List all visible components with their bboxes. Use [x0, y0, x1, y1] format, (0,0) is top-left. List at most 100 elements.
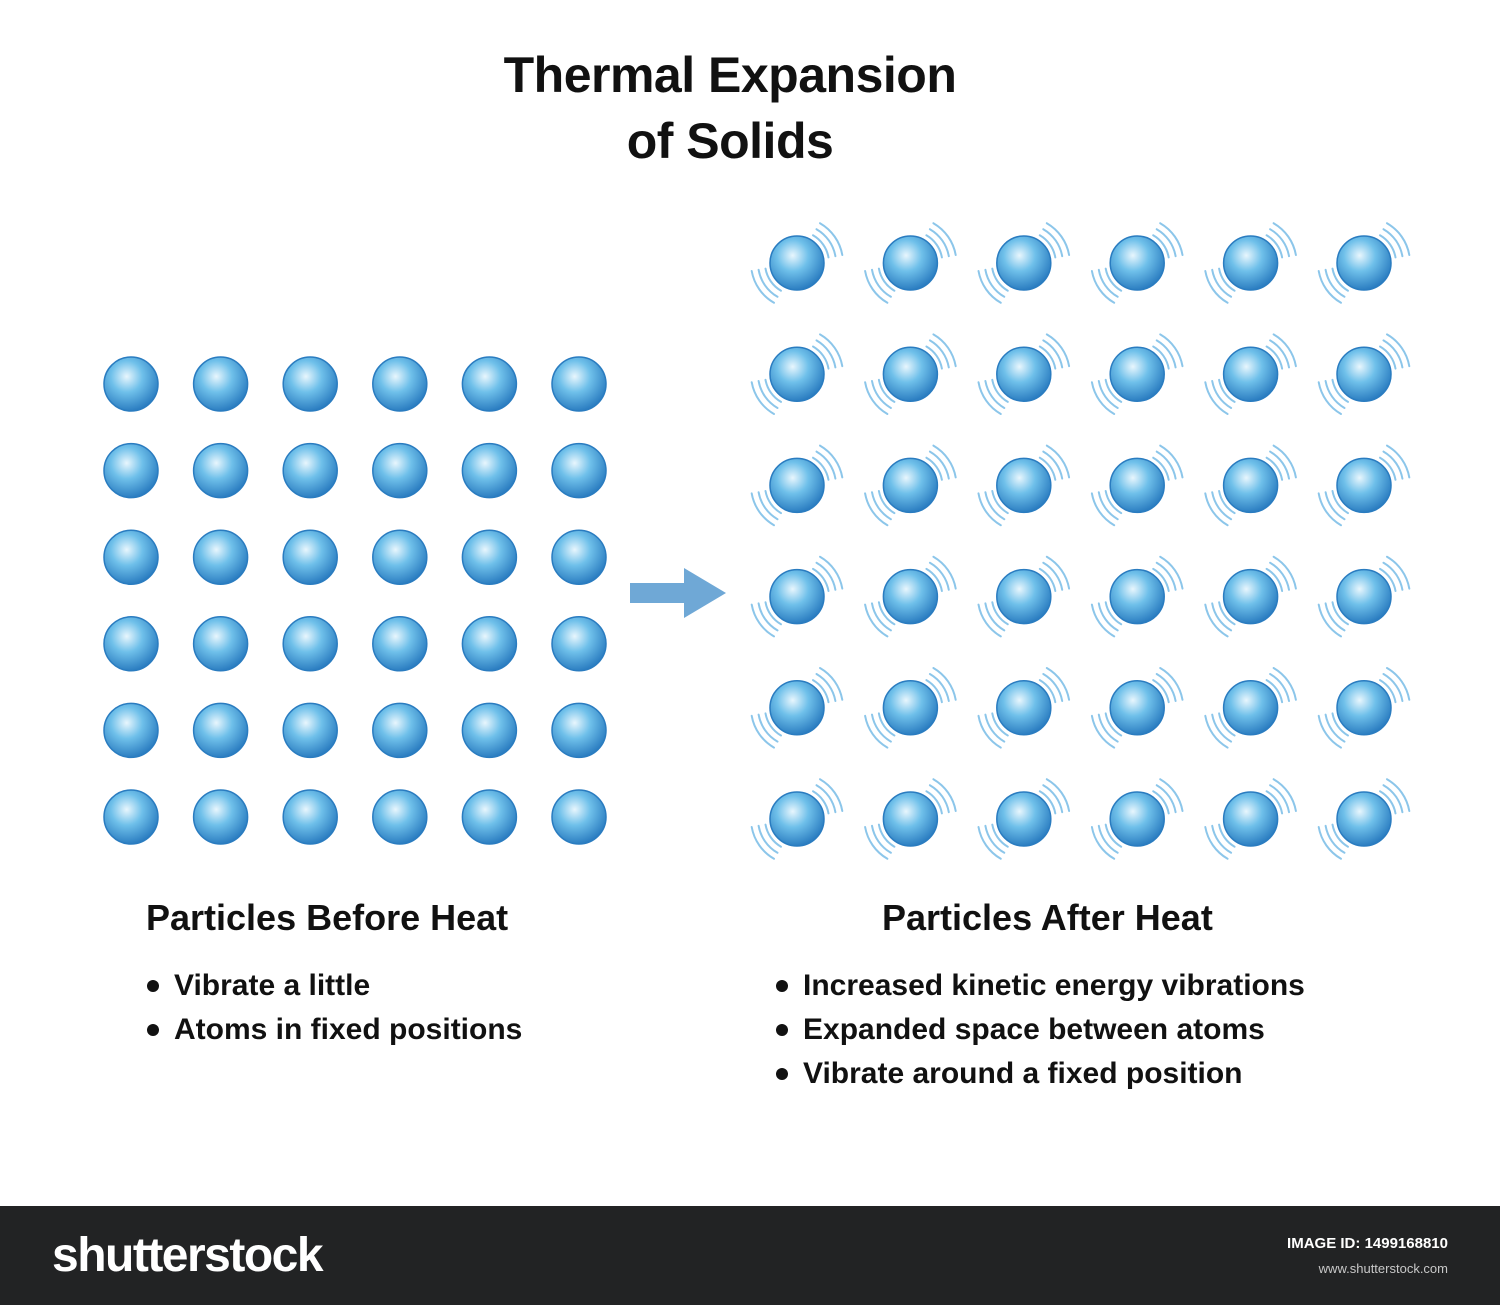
particle-before — [103, 356, 159, 412]
particle-after — [996, 791, 1052, 847]
particle-after — [996, 346, 1052, 402]
particle-after — [1336, 791, 1392, 847]
vibration-line — [1272, 667, 1297, 701]
vibrating-particle — [750, 333, 844, 415]
vibration-line — [1045, 222, 1071, 256]
vibration-line — [1042, 228, 1064, 258]
vibration-line — [1155, 228, 1177, 258]
vibration-line — [1379, 345, 1397, 370]
particle-before — [372, 789, 428, 845]
particle-before — [192, 529, 249, 585]
vibration-line — [932, 222, 957, 256]
particle-before — [372, 529, 428, 585]
particle-before — [551, 356, 607, 412]
vibration-line — [1152, 234, 1170, 259]
particle-after — [1222, 235, 1279, 291]
vibrating-particle — [750, 444, 844, 527]
before-bullet-1: Vibrate a little — [144, 964, 522, 1008]
vibration-line — [1155, 561, 1177, 591]
vibration-line — [1269, 339, 1290, 369]
vibrating-particle — [1204, 222, 1297, 304]
vibration-line — [1269, 450, 1290, 480]
particle-before — [103, 702, 159, 759]
vibration-line — [1155, 450, 1177, 480]
vibration-line — [1038, 345, 1057, 370]
particle-after — [769, 568, 825, 625]
vibration-line — [977, 381, 1002, 415]
vibration-line — [1218, 823, 1236, 848]
title-line-2: of Solids — [626, 113, 834, 169]
vibration-line — [864, 714, 889, 749]
vibration-line — [1265, 456, 1284, 481]
particle-after — [769, 346, 825, 402]
vibrating-particle — [864, 333, 957, 415]
vibration-line — [819, 333, 844, 368]
vibration-line — [1331, 601, 1349, 626]
vibration-line — [1379, 679, 1397, 704]
particle-before — [192, 442, 249, 499]
particle-after — [769, 235, 825, 291]
vibration-line — [1159, 222, 1184, 256]
particle-after — [1109, 457, 1165, 514]
particle-after — [1336, 235, 1392, 291]
vibration-line — [1045, 555, 1071, 590]
vibrating-particle — [1204, 555, 1297, 638]
vibration-line — [1317, 714, 1342, 749]
vibration-line — [925, 790, 943, 815]
particle-before — [103, 789, 159, 845]
vibration-line — [1159, 444, 1184, 479]
vibration-line — [1324, 268, 1346, 298]
vibrating-particle — [1317, 333, 1411, 415]
vibration-line — [1218, 378, 1236, 403]
vibration-line — [1090, 826, 1116, 860]
image-id-label: IMAGE ID: — [1287, 1235, 1361, 1252]
particle-after — [996, 568, 1052, 625]
particle-before — [372, 702, 428, 759]
vibrating-particle — [977, 444, 1071, 527]
vibration-line — [1204, 603, 1229, 638]
vibration-line — [877, 490, 896, 515]
particle-before — [282, 356, 338, 412]
particle-after — [1109, 680, 1165, 736]
particle-before — [461, 789, 518, 845]
vibration-line — [1152, 679, 1170, 704]
particle-after — [882, 457, 939, 514]
vibrating-particle — [750, 667, 844, 749]
vibration-line — [1272, 333, 1297, 368]
before-heading: Particles Before Heat — [146, 897, 509, 938]
vibration-line — [1265, 679, 1284, 704]
vibration-line — [757, 713, 779, 743]
vibration-line — [864, 603, 889, 638]
vibration-line — [750, 603, 775, 638]
particle-after — [1336, 680, 1392, 736]
vibration-line — [1155, 339, 1177, 369]
vibration-line — [991, 601, 1009, 626]
vibration-line — [1317, 492, 1342, 527]
vibrating-particle — [1090, 667, 1184, 749]
particle-after — [1109, 791, 1165, 847]
vibration-line — [1097, 602, 1119, 632]
particle-after — [996, 235, 1052, 291]
vibration-line — [819, 444, 844, 479]
diagram-title: Thermal Expansion of Solids — [0, 42, 1460, 174]
vibration-line — [1211, 380, 1233, 409]
vibration-line — [764, 712, 782, 737]
vibrating-particle — [1317, 222, 1411, 304]
particle-diagram — [103, 222, 1411, 860]
vibration-line — [812, 679, 830, 704]
particle-before — [103, 442, 159, 499]
particle-after — [1222, 568, 1279, 625]
particle-after — [769, 680, 825, 736]
vibrating-particle — [977, 333, 1071, 415]
vibration-line — [932, 555, 957, 590]
image-id: IMAGE ID: 1499168810 — [1287, 1234, 1448, 1254]
vibration-line — [1038, 790, 1057, 815]
vibration-line — [925, 234, 943, 259]
vibration-line — [764, 378, 782, 403]
particle-before — [461, 356, 518, 412]
vibration-line — [1382, 339, 1404, 369]
particle-after — [1109, 346, 1165, 402]
vibration-line — [864, 270, 889, 304]
vibrating-particle — [1090, 778, 1184, 860]
vibration-line — [1152, 456, 1170, 481]
